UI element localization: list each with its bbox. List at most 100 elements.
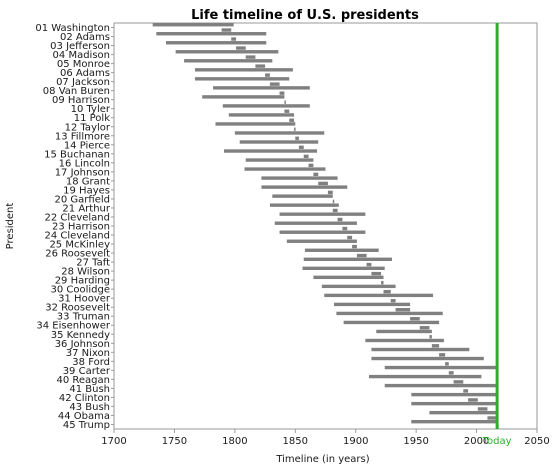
chart-title: Life timeline of U.S. presidents [191, 8, 419, 23]
x-tick-label-1800: 1800 [222, 436, 247, 447]
president-18-label: 18 Grant [66, 176, 110, 187]
president-13-life-bar [234, 131, 325, 135]
president-29-life-bar [313, 275, 384, 280]
president-37-label: 37 Nixon [66, 348, 110, 359]
president-5-life-bar [184, 59, 273, 63]
president-6-term-bar [265, 73, 270, 77]
president-10-life-bar [222, 104, 310, 108]
x-tick-label-1700: 1700 [101, 436, 126, 447]
president-28-label: 28 Wilson [61, 267, 110, 278]
x-tick-label-1900: 1900 [343, 436, 368, 447]
president-22-life-bar [279, 212, 366, 216]
president-40-label: 40 Reagan [57, 375, 111, 386]
president-35-label: 35 Kennedy [51, 330, 110, 341]
president-14-label: 14 Pierce [64, 140, 110, 151]
president-24-term-bar [347, 235, 353, 240]
president-39-life-bar [384, 365, 498, 370]
president-38-term-bar [445, 362, 449, 366]
president-9-life-bar [202, 95, 285, 99]
president-19-term-bar [327, 190, 333, 195]
president-34-term-bar [419, 326, 430, 330]
president-41-life-bar [384, 383, 498, 388]
president-17-term-bar [313, 172, 319, 177]
president-10-label: 10 Tyler [71, 104, 111, 115]
president-31-label: 31 Hoover [58, 294, 111, 305]
president-34-life-bar [343, 320, 440, 325]
president-12-term-bar [294, 127, 296, 131]
president-12-life-bar [215, 122, 296, 126]
president-3-term-bar [236, 46, 246, 50]
president-2-label: 02 Adams [60, 32, 110, 43]
president-5-term-bar [255, 64, 266, 68]
president-26-term-bar [356, 253, 367, 258]
president-41-label: 41 Bush [69, 384, 110, 395]
president-35-life-bar [376, 329, 432, 334]
president-31-term-bar [390, 298, 396, 303]
president-27-life-bar [303, 257, 392, 261]
president-23-life-bar [274, 221, 357, 225]
president-17-label: 17 Johnson [55, 167, 110, 178]
president-7-label: 07 Jackson [56, 77, 110, 88]
president-25-term-bar [352, 244, 357, 249]
president-15-term-bar [303, 154, 309, 159]
president-35-term-bar [429, 335, 432, 339]
president-31-life-bar [324, 293, 434, 298]
president-13-label: 13 Fillmore [55, 131, 110, 142]
president-9-term-bar [284, 100, 286, 104]
president-36-term-bar [431, 344, 440, 348]
president-20-label: 20 Garfield [55, 194, 110, 205]
president-21-term-bar [332, 208, 338, 213]
president-21-label: 21 Arthur [62, 203, 110, 214]
x-tick-label-2050: 2050 [524, 436, 549, 447]
president-39-label: 39 Carter [63, 366, 111, 377]
x-tick-label-1850: 1850 [283, 436, 308, 447]
president-19-label: 19 Hayes [63, 185, 110, 196]
president-6-life-bar [194, 68, 293, 72]
president-43-label: 43 Bush [69, 402, 110, 413]
president-3-label: 03 Jefferson [50, 41, 110, 52]
president-4-life-bar [175, 50, 279, 54]
president-20-life-bar [272, 194, 333, 198]
president-37-term-bar [439, 353, 446, 357]
president-32-term-bar [395, 308, 411, 312]
president-10-term-bar [284, 109, 290, 113]
president-21-life-bar [269, 203, 339, 207]
president-16-label: 16 Lincoln [59, 158, 110, 169]
president-3-life-bar [165, 41, 267, 45]
president-43-term-bar [477, 407, 488, 411]
president-1-life-bar [152, 23, 234, 27]
president-30-term-bar [383, 289, 391, 294]
president-30-label: 30 Coolidge [50, 285, 110, 296]
president-40-life-bar [369, 374, 482, 379]
president-22-term-bar [337, 217, 343, 222]
president-27-term-bar [366, 262, 372, 267]
president-24-label: 24 Cleveland [45, 231, 110, 242]
president-7-term-bar [269, 82, 280, 86]
y-axis-title: President [5, 203, 16, 250]
president-25-life-bar [286, 239, 357, 243]
president-16-life-bar [245, 158, 314, 162]
president-8-life-bar [213, 86, 310, 90]
president-14-life-bar [239, 140, 319, 144]
president-42-label: 42 Clinton [59, 393, 110, 404]
president-33-life-bar [336, 311, 443, 316]
president-26-label: 26 Roosevelt [45, 249, 110, 260]
x-tick-label-1950: 1950 [403, 436, 428, 447]
president-25-label: 25 McKinley [49, 240, 110, 251]
president-33-term-bar [410, 317, 420, 321]
president-41-term-bar [463, 389, 469, 393]
president-20-term-bar [332, 199, 335, 204]
president-36-life-bar [365, 338, 444, 343]
president-22-label: 22 Cleveland [45, 212, 110, 223]
president-4-label: 04 Madison [53, 50, 110, 61]
president-32-life-bar [333, 302, 411, 307]
president-19-life-bar [261, 185, 348, 189]
president-7-life-bar [194, 77, 290, 81]
president-26-life-bar [304, 248, 379, 252]
president-33-label: 33 Truman [57, 312, 110, 323]
president-12-label: 12 Taylor [65, 122, 111, 133]
president-14-term-bar [298, 145, 304, 149]
president-23-label: 23 Harrison [52, 222, 110, 233]
president-15-label: 15 Buchanan [44, 149, 110, 160]
